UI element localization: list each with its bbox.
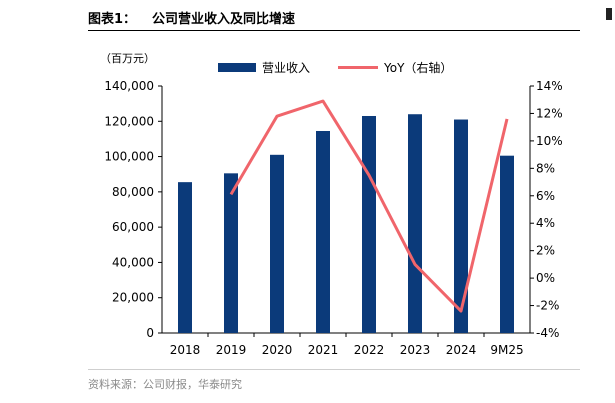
yoy-line bbox=[229, 99, 509, 313]
right-tick-label: 8% bbox=[536, 161, 555, 175]
title-rule bbox=[88, 30, 580, 31]
left-tick-label: 80,000 bbox=[112, 185, 154, 199]
right-tick-label: 10% bbox=[536, 134, 563, 148]
bottom-rule bbox=[88, 369, 580, 370]
x-tick-label: 2024 bbox=[446, 343, 477, 357]
x-tick-label: 2022 bbox=[354, 343, 385, 357]
legend-line-swatch bbox=[338, 66, 378, 69]
revenue-bar bbox=[270, 154, 284, 333]
revenue-bar bbox=[224, 173, 238, 333]
figure-title-text: 公司营业收入及同比增速 bbox=[152, 12, 296, 27]
revenue-bar bbox=[362, 115, 376, 333]
right-tick-label: 0% bbox=[536, 271, 555, 285]
x-tick-label: 2019 bbox=[216, 343, 247, 357]
left-tick-label: 60,000 bbox=[112, 220, 154, 234]
figure-title: 图表1： 公司营业收入及同比增速 bbox=[88, 8, 295, 27]
legend-bar-swatch bbox=[218, 63, 256, 72]
x-tick-label: 2020 bbox=[262, 343, 293, 357]
left-tick-label: 0 bbox=[146, 326, 154, 340]
left-tick-label: 20,000 bbox=[112, 291, 154, 305]
revenue-bar bbox=[178, 182, 192, 333]
x-tick-label: 9M25 bbox=[490, 343, 523, 357]
revenue-bar bbox=[408, 114, 422, 333]
figure-number: 图表1： bbox=[88, 12, 137, 27]
right-tick-label: 14% bbox=[536, 79, 563, 93]
left-axis-unit: （百万元） bbox=[100, 52, 155, 65]
right-tick-label: -2% bbox=[536, 299, 559, 313]
revenue-bar bbox=[454, 119, 468, 334]
x-tick-label: 2023 bbox=[400, 343, 431, 357]
source-note: 资料来源：公司财报，华泰研究 bbox=[88, 378, 242, 391]
legend-line-label: YoY（右轴） bbox=[384, 61, 453, 75]
legend-line: YoY（右轴） bbox=[338, 59, 452, 76]
left-tick-label: 140,000 bbox=[104, 79, 154, 93]
edge-fragment bbox=[606, 8, 612, 20]
right-tick-label: 2% bbox=[536, 244, 555, 258]
left-tick-label: 120,000 bbox=[104, 114, 154, 128]
right-tick-label: -4% bbox=[536, 326, 559, 340]
x-tick-label: 2021 bbox=[308, 343, 339, 357]
legend-bar-label: 营业收入 bbox=[262, 61, 311, 75]
left-tick-label: 100,000 bbox=[104, 150, 154, 164]
legend-bar: 营业收入 bbox=[218, 59, 310, 76]
right-tick-label: 6% bbox=[536, 189, 555, 203]
left-tick-label: 40,000 bbox=[112, 255, 154, 269]
revenue-bar bbox=[500, 155, 514, 333]
revenue-bar bbox=[316, 130, 330, 333]
x-tick-label: 2018 bbox=[170, 343, 201, 357]
right-tick-label: 12% bbox=[536, 106, 563, 120]
right-tick-label: 4% bbox=[536, 216, 555, 230]
